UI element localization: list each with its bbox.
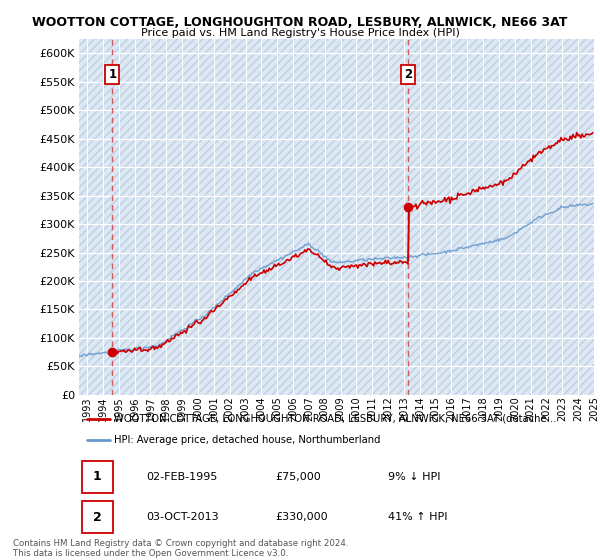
FancyBboxPatch shape — [82, 501, 113, 533]
Text: 2: 2 — [404, 68, 412, 81]
Text: 03-OCT-2013: 03-OCT-2013 — [146, 512, 219, 522]
Text: WOOTTON COTTAGE, LONGHOUGHTON ROAD, LESBURY, ALNWICK, NE66 3AT: WOOTTON COTTAGE, LONGHOUGHTON ROAD, LESB… — [32, 16, 568, 29]
Text: 1: 1 — [108, 68, 116, 81]
Text: HPI: Average price, detached house, Northumberland: HPI: Average price, detached house, Nort… — [114, 436, 381, 445]
Text: Price paid vs. HM Land Registry's House Price Index (HPI): Price paid vs. HM Land Registry's House … — [140, 28, 460, 38]
Text: £75,000: £75,000 — [275, 472, 320, 482]
Text: 2: 2 — [93, 511, 101, 524]
Text: £330,000: £330,000 — [275, 512, 328, 522]
Text: 02-FEB-1995: 02-FEB-1995 — [146, 472, 217, 482]
Text: 9% ↓ HPI: 9% ↓ HPI — [388, 472, 440, 482]
Text: 41% ↑ HPI: 41% ↑ HPI — [388, 512, 448, 522]
Text: 1: 1 — [93, 470, 101, 483]
FancyBboxPatch shape — [82, 461, 113, 493]
Text: Contains HM Land Registry data © Crown copyright and database right 2024.
This d: Contains HM Land Registry data © Crown c… — [13, 539, 349, 558]
Text: WOOTTON COTTAGE, LONGHOUGHTON ROAD, LESBURY, ALNWICK, NE66 3AT (detache…: WOOTTON COTTAGE, LONGHOUGHTON ROAD, LESB… — [114, 414, 557, 424]
